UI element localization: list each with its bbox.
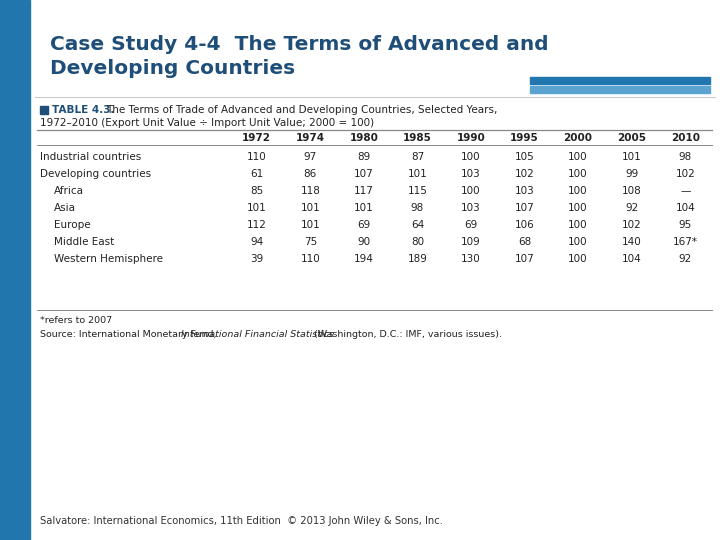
Text: 101: 101 bbox=[300, 203, 320, 213]
Text: 2005: 2005 bbox=[617, 133, 646, 143]
Text: 108: 108 bbox=[622, 186, 642, 196]
Text: 117: 117 bbox=[354, 186, 374, 196]
Text: 102: 102 bbox=[675, 169, 695, 179]
Text: 1995: 1995 bbox=[510, 133, 539, 143]
Text: Case Study 4-4  The Terms of Advanced and: Case Study 4-4 The Terms of Advanced and bbox=[50, 35, 549, 54]
Text: 64: 64 bbox=[411, 220, 424, 230]
Text: 92: 92 bbox=[625, 203, 639, 213]
Text: 101: 101 bbox=[354, 203, 374, 213]
Text: Developing countries: Developing countries bbox=[40, 169, 151, 179]
Text: 107: 107 bbox=[515, 254, 534, 264]
Text: 89: 89 bbox=[357, 152, 371, 162]
Text: 98: 98 bbox=[411, 203, 424, 213]
Text: 98: 98 bbox=[678, 152, 692, 162]
Text: 167*: 167* bbox=[672, 237, 698, 247]
Text: 118: 118 bbox=[300, 186, 320, 196]
Text: 69: 69 bbox=[464, 220, 477, 230]
Text: Middle East: Middle East bbox=[54, 237, 114, 247]
Text: Europe: Europe bbox=[54, 220, 91, 230]
Text: 2010: 2010 bbox=[671, 133, 700, 143]
Text: 75: 75 bbox=[304, 237, 317, 247]
Text: 100: 100 bbox=[568, 254, 588, 264]
Text: 100: 100 bbox=[568, 169, 588, 179]
Text: 94: 94 bbox=[250, 237, 264, 247]
Text: 100: 100 bbox=[568, 186, 588, 196]
Text: 1974: 1974 bbox=[296, 133, 325, 143]
Text: 97: 97 bbox=[304, 152, 317, 162]
Text: 101: 101 bbox=[622, 152, 642, 162]
Text: 140: 140 bbox=[622, 237, 642, 247]
Text: 194: 194 bbox=[354, 254, 374, 264]
Text: 110: 110 bbox=[300, 254, 320, 264]
Text: The Terms of Trade of Advanced and Developing Countries, Selected Years,: The Terms of Trade of Advanced and Devel… bbox=[106, 105, 498, 115]
Text: 2000: 2000 bbox=[564, 133, 593, 143]
Text: 112: 112 bbox=[247, 220, 266, 230]
Text: —: — bbox=[680, 186, 690, 196]
Text: Africa: Africa bbox=[54, 186, 84, 196]
Text: 99: 99 bbox=[625, 169, 639, 179]
Bar bbox=[40, 106, 48, 114]
Text: 100: 100 bbox=[568, 152, 588, 162]
Text: 68: 68 bbox=[518, 237, 531, 247]
Text: 90: 90 bbox=[357, 237, 371, 247]
Text: 104: 104 bbox=[675, 203, 695, 213]
Text: 39: 39 bbox=[250, 254, 264, 264]
Text: Source: International Monetary Fund,: Source: International Monetary Fund, bbox=[40, 330, 220, 339]
Text: 101: 101 bbox=[300, 220, 320, 230]
Text: 189: 189 bbox=[408, 254, 428, 264]
Text: 95: 95 bbox=[678, 220, 692, 230]
Bar bbox=[530, 86, 710, 93]
Text: 100: 100 bbox=[462, 186, 481, 196]
Text: 1985: 1985 bbox=[403, 133, 432, 143]
Text: 100: 100 bbox=[462, 152, 481, 162]
Text: 1972: 1972 bbox=[242, 133, 271, 143]
Text: Asia: Asia bbox=[54, 203, 76, 213]
Text: 106: 106 bbox=[515, 220, 534, 230]
Text: Western Hemisphere: Western Hemisphere bbox=[54, 254, 163, 264]
Text: 1980: 1980 bbox=[349, 133, 378, 143]
Text: 107: 107 bbox=[515, 203, 534, 213]
Text: 69: 69 bbox=[357, 220, 371, 230]
Text: *refers to 2007: *refers to 2007 bbox=[40, 316, 112, 325]
Text: 110: 110 bbox=[247, 152, 266, 162]
Text: 92: 92 bbox=[678, 254, 692, 264]
Text: 85: 85 bbox=[250, 186, 264, 196]
Text: 101: 101 bbox=[247, 203, 266, 213]
Text: Salvatore: International Economics, 11th Edition  © 2013 John Wiley & Sons, Inc.: Salvatore: International Economics, 11th… bbox=[40, 516, 443, 526]
Bar bbox=[530, 77, 710, 84]
Text: 1990: 1990 bbox=[456, 133, 485, 143]
Text: 100: 100 bbox=[568, 203, 588, 213]
Text: 86: 86 bbox=[304, 169, 317, 179]
Text: 107: 107 bbox=[354, 169, 374, 179]
Text: TABLE 4.3.: TABLE 4.3. bbox=[52, 105, 114, 115]
Text: 102: 102 bbox=[622, 220, 642, 230]
Text: 109: 109 bbox=[461, 237, 481, 247]
Text: International Financial Statistics: International Financial Statistics bbox=[181, 330, 334, 339]
Text: 105: 105 bbox=[515, 152, 534, 162]
Text: 100: 100 bbox=[568, 220, 588, 230]
Text: 80: 80 bbox=[411, 237, 424, 247]
Text: 115: 115 bbox=[408, 186, 428, 196]
Text: Industrial countries: Industrial countries bbox=[40, 152, 141, 162]
Text: 103: 103 bbox=[461, 203, 481, 213]
Text: 101: 101 bbox=[408, 169, 427, 179]
Text: 103: 103 bbox=[461, 169, 481, 179]
Text: (Washington, D.C.: IMF, various issues).: (Washington, D.C.: IMF, various issues). bbox=[311, 330, 503, 339]
Text: 61: 61 bbox=[250, 169, 264, 179]
Bar bbox=[0, 0, 30, 540]
Text: Developing Countries: Developing Countries bbox=[50, 59, 295, 78]
Text: 100: 100 bbox=[568, 237, 588, 247]
Text: 104: 104 bbox=[622, 254, 642, 264]
Bar bbox=[35, 100, 715, 510]
Text: 103: 103 bbox=[515, 186, 534, 196]
Text: 130: 130 bbox=[461, 254, 481, 264]
Text: 102: 102 bbox=[515, 169, 534, 179]
Text: 87: 87 bbox=[411, 152, 424, 162]
Text: 1972–2010 (Export Unit Value ÷ Import Unit Value; 2000 = 100): 1972–2010 (Export Unit Value ÷ Import Un… bbox=[40, 118, 374, 128]
